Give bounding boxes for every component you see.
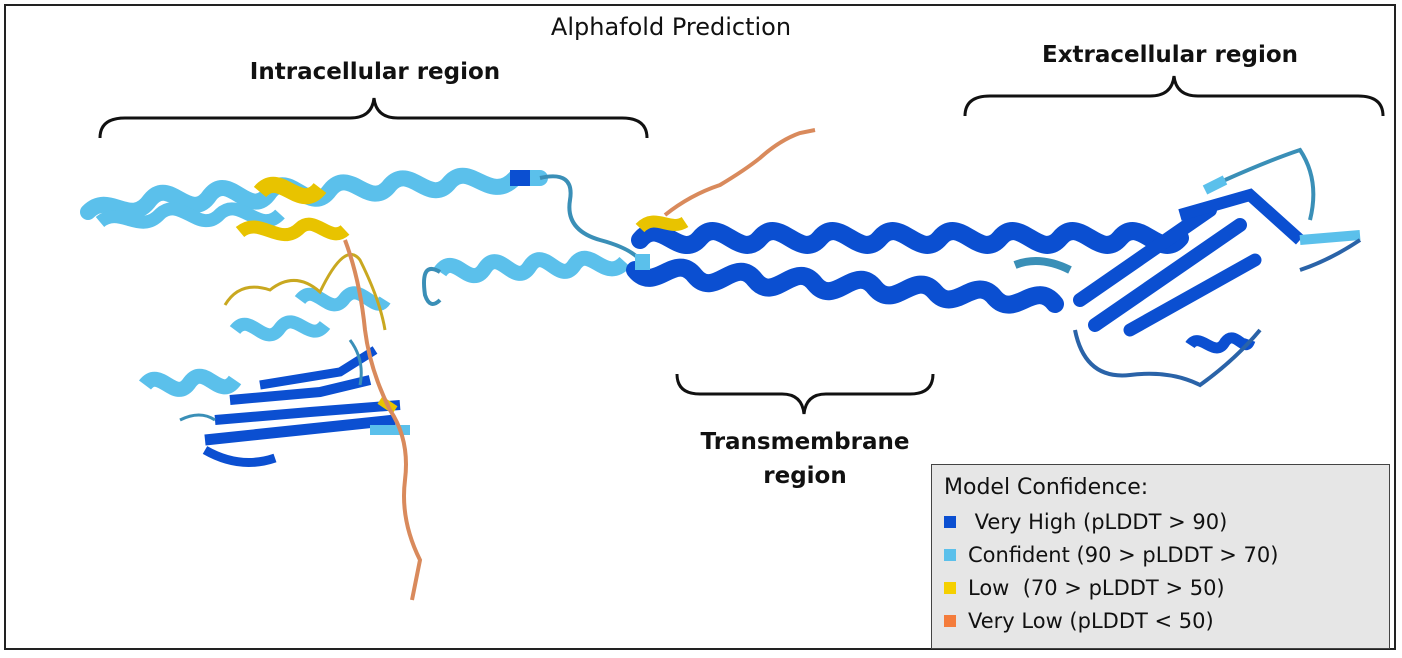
legend-title: Model Confidence: — [944, 475, 1149, 500]
transmembrane-brace — [675, 373, 935, 415]
transmembrane-label-line1: Transmembrane — [700, 429, 910, 455]
legend-swatch-very-low — [944, 615, 956, 627]
legend-label-very-low: Very Low (pLDDT < 50) — [968, 609, 1214, 633]
legend-item-very-low: Very Low (pLDDT < 50) — [944, 609, 1214, 633]
intracellular-helix-top — [80, 167, 642, 262]
extracellular-brace — [963, 75, 1385, 117]
legend-swatch-very-high — [944, 516, 956, 528]
legend-swatch-confident — [944, 549, 956, 561]
extracellular-domain — [1013, 147, 1362, 388]
confidence-legend: Model Confidence: Very High (pLDDT > 90)… — [931, 464, 1390, 649]
transmembrane-region-label: Transmembrane region — [640, 425, 970, 493]
extracellular-region-label: Extracellular region — [1042, 42, 1298, 68]
intracellular-helix-middle — [422, 250, 631, 306]
legend-label-confident: Confident (90 > pLDDT > 70) — [968, 543, 1279, 567]
transmembrane-helices — [626, 215, 1189, 314]
legend-item-very-high: Very High (pLDDT > 90) — [944, 510, 1227, 534]
legend-swatch-low — [944, 582, 956, 594]
legend-label-low: Low (70 > pLDDT > 50) — [968, 576, 1225, 600]
intracellular-brace — [98, 97, 649, 139]
legend-item-low: Low (70 > pLDDT > 50) — [944, 576, 1225, 600]
very-low-confidence-tail — [343, 239, 423, 601]
figure-title: Alphafold Prediction — [550, 13, 792, 41]
intracellular-globular-domain — [139, 253, 410, 467]
intracellular-region-label: Intracellular region — [249, 59, 501, 85]
legend-item-confident: Confident (90 > pLDDT > 70) — [944, 543, 1278, 567]
transmembrane-label-line2: region — [763, 463, 847, 489]
legend-label-very-high: Very High (pLDDT > 90) — [968, 510, 1228, 534]
figure-frame — [4, 4, 1396, 650]
very-low-confidence-n-terminus — [663, 128, 816, 217]
